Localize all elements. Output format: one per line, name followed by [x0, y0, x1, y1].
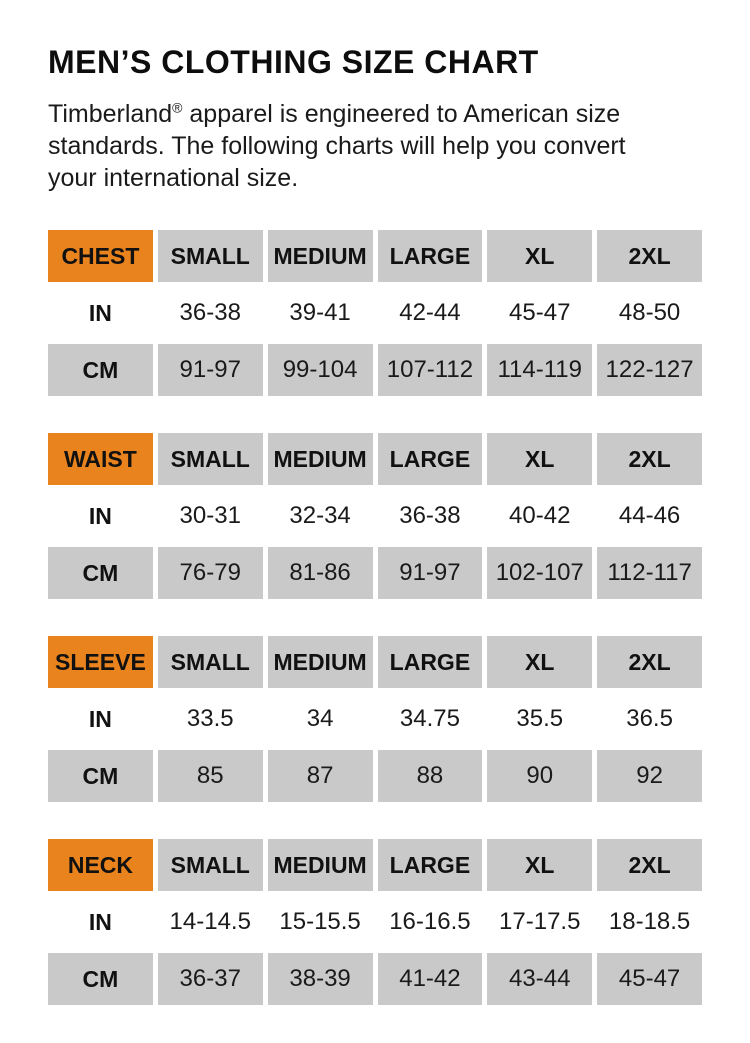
size-header-medium: MEDIUM [267, 433, 373, 485]
value-cell: 45-47 [597, 953, 702, 1005]
value-cell: 107-112 [377, 344, 483, 396]
size-header-xl: XL [487, 433, 593, 485]
value-cell: 30-31 [157, 489, 263, 543]
value-cell: 45-47 [487, 286, 593, 340]
value-cell: 34.75 [377, 692, 483, 746]
size-header-small: SMALL [157, 636, 263, 688]
unit-label-in: IN [48, 692, 153, 746]
value-cell: 40-42 [487, 489, 593, 543]
unit-label-cm: CM [48, 953, 153, 1005]
value-cell: 85 [157, 750, 263, 802]
size-tables-area: CHEST SMALL MEDIUM LARGE XL 2XL IN 36-38… [48, 230, 702, 1005]
waist-size-table: WAIST SMALL MEDIUM LARGE XL 2XL IN 30-31… [48, 433, 702, 599]
brand-name: Timberland [48, 100, 173, 128]
value-cell: 81-86 [267, 547, 373, 599]
size-header-2xl: 2XL [597, 839, 702, 891]
value-cell: 41-42 [377, 953, 483, 1005]
size-header-large: LARGE [377, 433, 483, 485]
value-cell: 39-41 [267, 286, 373, 340]
chest-category-cell: CHEST [48, 230, 153, 282]
value-cell: 36-38 [377, 489, 483, 543]
value-cell: 36-38 [157, 286, 263, 340]
size-header-small: SMALL [157, 230, 263, 282]
size-header-large: LARGE [377, 636, 483, 688]
value-cell: 43-44 [487, 953, 593, 1005]
intro-text: Timberland® apparel is engineered to Ame… [48, 98, 648, 194]
size-header-xl: XL [487, 230, 593, 282]
value-cell: 91-97 [377, 547, 483, 599]
value-cell: 122-127 [597, 344, 702, 396]
sleeve-size-table: SLEEVE SMALL MEDIUM LARGE XL 2XL IN 33.5… [48, 636, 702, 802]
value-cell: 36-37 [157, 953, 263, 1005]
unit-label-in: IN [48, 895, 153, 949]
size-header-medium: MEDIUM [267, 230, 373, 282]
chest-size-table: CHEST SMALL MEDIUM LARGE XL 2XL IN 36-38… [48, 230, 702, 396]
value-cell: 88 [377, 750, 483, 802]
value-cell: 18-18.5 [597, 895, 702, 949]
size-header-2xl: 2XL [597, 433, 702, 485]
registered-trademark-symbol: ® [172, 99, 183, 116]
value-cell: 112-117 [597, 547, 702, 599]
value-cell: 90 [487, 750, 593, 802]
size-header-xl: XL [487, 636, 593, 688]
value-cell: 92 [597, 750, 702, 802]
value-cell: 36.5 [597, 692, 702, 746]
neck-size-table: NECK SMALL MEDIUM LARGE XL 2XL IN 14-14.… [48, 839, 702, 1005]
page-title: MEN’S CLOTHING SIZE CHART [48, 44, 539, 80]
value-cell: 91-97 [157, 344, 263, 396]
value-cell: 14-14.5 [157, 895, 263, 949]
size-header-large: LARGE [377, 839, 483, 891]
value-cell: 99-104 [267, 344, 373, 396]
size-header-small: SMALL [157, 839, 263, 891]
value-cell: 44-46 [597, 489, 702, 543]
value-cell: 34 [267, 692, 373, 746]
value-cell: 33.5 [157, 692, 263, 746]
value-cell: 42-44 [377, 286, 483, 340]
size-header-2xl: 2XL [597, 230, 702, 282]
value-cell: 38-39 [267, 953, 373, 1005]
size-header-medium: MEDIUM [267, 636, 373, 688]
unit-label-in: IN [48, 286, 153, 340]
size-header-large: LARGE [377, 230, 483, 282]
value-cell: 32-34 [267, 489, 373, 543]
size-header-small: SMALL [157, 433, 263, 485]
size-header-xl: XL [487, 839, 593, 891]
value-cell: 87 [267, 750, 373, 802]
unit-label-cm: CM [48, 344, 153, 396]
value-cell: 102-107 [487, 547, 593, 599]
value-cell: 48-50 [597, 286, 702, 340]
size-header-medium: MEDIUM [267, 839, 373, 891]
size-header-2xl: 2XL [597, 636, 702, 688]
unit-label-cm: CM [48, 547, 153, 599]
unit-label-in: IN [48, 489, 153, 543]
size-chart-page: MEN’S CLOTHING SIZE CHART Timberland® ap… [0, 44, 750, 1043]
value-cell: 35.5 [487, 692, 593, 746]
value-cell: 15-15.5 [267, 895, 373, 949]
value-cell: 16-16.5 [377, 895, 483, 949]
value-cell: 17-17.5 [487, 895, 593, 949]
value-cell: 76-79 [157, 547, 263, 599]
intro-text-body: apparel is engineered to American size s… [48, 100, 626, 192]
neck-category-cell: NECK [48, 839, 153, 891]
sleeve-category-cell: SLEEVE [48, 636, 153, 688]
value-cell: 114-119 [487, 344, 593, 396]
waist-category-cell: WAIST [48, 433, 153, 485]
unit-label-cm: CM [48, 750, 153, 802]
